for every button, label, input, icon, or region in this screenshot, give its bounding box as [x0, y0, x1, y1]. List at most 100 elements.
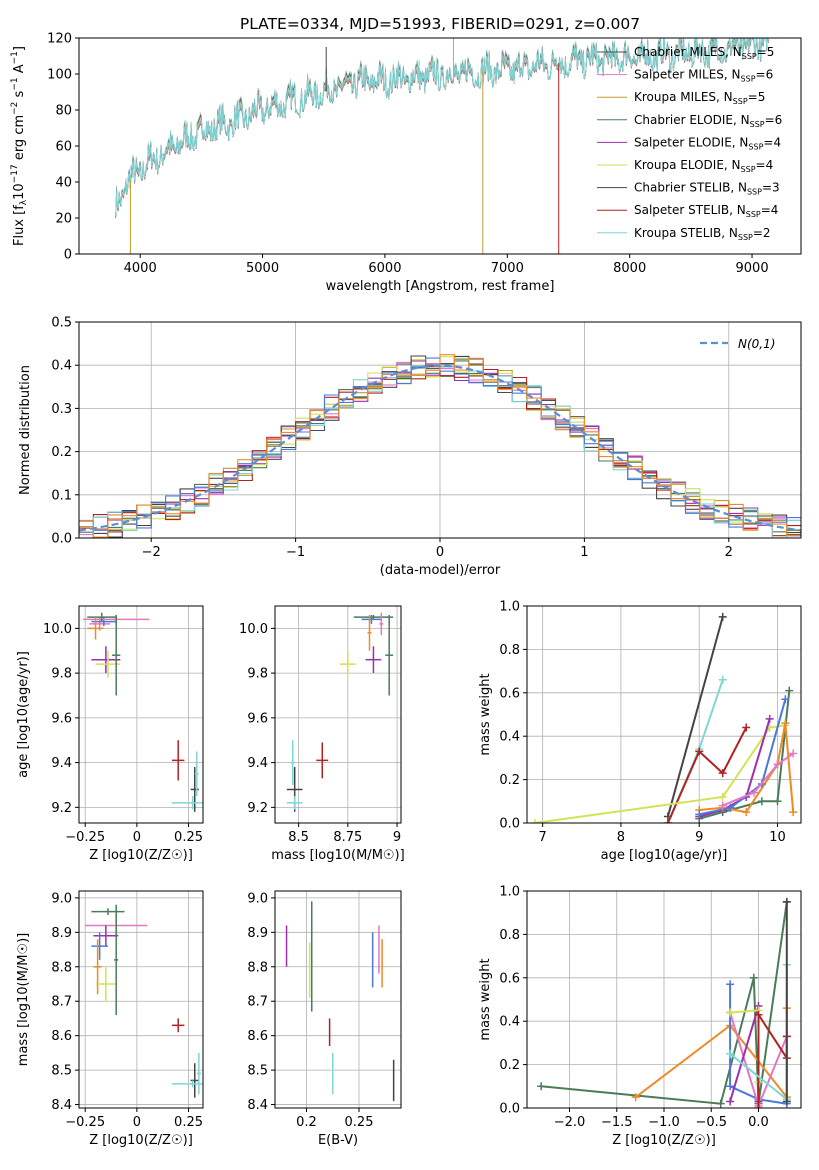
- mass-weight-point: [773, 797, 782, 806]
- legend-label: Salpeter MILES, NSSP=6: [634, 68, 773, 84]
- x-axis-label: E(B-V): [318, 1133, 358, 1148]
- mass-weight-point: [716, 1099, 725, 1108]
- y-tick-label: 0.2: [499, 773, 520, 788]
- spectrum-legend: Chabrier MILES, NSSP=5 Salpeter MILES, NS…: [597, 45, 782, 242]
- y-tick-label: 120: [47, 32, 72, 47]
- mass-weight-line: [698, 718, 771, 818]
- legend-label: Chabrier STELIB, NSSP=3: [634, 181, 780, 197]
- y-tick-label: 0.8: [499, 928, 520, 943]
- mass-weight-point: [726, 1097, 735, 1106]
- y-axis-label: mass weight: [478, 958, 493, 1040]
- plot-area: [285, 901, 395, 1102]
- y-tick-label: 0.6: [499, 686, 520, 701]
- x-tick-label: 8.5: [288, 830, 309, 845]
- plot-area: [115, 38, 769, 254]
- mass-weight-point: [726, 1008, 735, 1017]
- y-tick-label: 1.0: [499, 885, 520, 900]
- y-tick-label: 8.9: [51, 926, 72, 941]
- mass-weight-vs-age-axes: 7 8 9 10 0.0 0.2 0.4 0.6 0.8 1.0 age [log10(age/yr…: [478, 600, 802, 863]
- x-tick-label: 0: [436, 545, 444, 560]
- x-tick-label: 10: [769, 830, 786, 845]
- spectrum-model-line: [115, 38, 768, 216]
- mass-weight-point: [757, 797, 766, 806]
- axes-frame: [274, 890, 402, 1109]
- mass-weight-point: [718, 792, 727, 801]
- mass-weight-point: [750, 788, 759, 797]
- y-tick-label: 8.4: [51, 1098, 72, 1113]
- y-axis-label: mass weight: [478, 673, 493, 755]
- x-tick-label: 0.2: [296, 1115, 317, 1130]
- mass-weight-point: [742, 808, 751, 817]
- mass-weight-point: [765, 714, 774, 723]
- mass-weight-point: [718, 612, 727, 621]
- legend-label: N(0,1): [738, 337, 775, 351]
- y-tick-label: 0.0: [51, 532, 72, 547]
- x-tick-label: 2: [725, 545, 733, 560]
- x-tick-label: 5000: [246, 261, 279, 276]
- x-tick-label: 0.0: [748, 1115, 769, 1130]
- y-tick-label: 40: [55, 176, 72, 191]
- y-tick-label: 8.5: [51, 1064, 72, 1079]
- y-tick-label: 9.8: [247, 667, 268, 682]
- mass-weight-point: [782, 897, 791, 906]
- legend-label: Chabrier MILES, NSSP=5: [634, 45, 774, 61]
- y-tick-label: 8.9: [247, 926, 268, 941]
- x-tick-label: 8: [617, 830, 625, 845]
- mass-weight-line: [722, 752, 794, 807]
- y-tick-label: 60: [55, 140, 72, 155]
- y-tick-label: 9.2: [247, 801, 268, 816]
- x-tick-label: −0.25: [65, 1115, 105, 1130]
- mass-weight-point: [718, 769, 727, 778]
- mass-weight-point: [718, 675, 727, 684]
- y-tick-label: 0.0: [499, 1102, 520, 1117]
- x-tick-label: 9000: [736, 261, 769, 276]
- y-tick-label: 9.0: [247, 891, 268, 906]
- x-tick-label: −1: [286, 545, 305, 560]
- mass-weight-point: [631, 1093, 640, 1102]
- y-tick-label: 9.8: [51, 667, 72, 682]
- mass-weight-point: [789, 808, 798, 817]
- x-tick-label: 8.75: [333, 830, 362, 845]
- x-axis-label: age [log10(age/yr)]: [601, 848, 728, 863]
- y-tick-label: 0.5: [51, 316, 72, 331]
- mass-weight-point: [695, 747, 704, 756]
- mass-weight-point: [773, 760, 782, 769]
- plot-area: [85, 904, 203, 1098]
- legend-label: Salpeter STELIB, NSSP=4: [634, 203, 778, 219]
- x-tick-label: 7000: [491, 261, 524, 276]
- mass-weight-point: [718, 801, 727, 810]
- y-tick-label: 9.4: [51, 756, 72, 771]
- x-tick-label: 7: [539, 830, 547, 845]
- y-axis-label: mass [log10(M/M☉)]: [16, 933, 31, 1066]
- residual-histogram: [79, 354, 801, 538]
- mass-weight-point: [754, 1010, 763, 1019]
- y-tick-label: 0.2: [499, 1058, 520, 1073]
- age-vs-mass-axes: 8.5 8.75 9 9.2 9.4 9.6 9.8 10.0 mass [log10(M/M☉…: [239, 605, 405, 863]
- x-tick-label: 0: [133, 1115, 141, 1130]
- mass-weight-point: [695, 810, 704, 819]
- y-tick-label: 8.7: [51, 995, 72, 1010]
- residuals-axes: −2 −1 0 1 2 0.0 0.1 0.2 0.3 0.4 0.5 (data-model)/er…: [18, 316, 802, 578]
- y-tick-label: 10.0: [43, 622, 72, 637]
- mass-weight-point: [726, 980, 735, 989]
- x-tick-label: −0.25: [65, 830, 105, 845]
- y-tick-label: 0.4: [51, 359, 72, 374]
- x-tick-label: 0.25: [174, 830, 203, 845]
- plot-area: [286, 612, 394, 812]
- mass-weight-line: [666, 616, 724, 817]
- mass-weight-point: [726, 1049, 735, 1058]
- y-tick-label: 10.0: [239, 622, 268, 637]
- y-tick-label: 9.4: [247, 756, 268, 771]
- y-tick-label: 20: [55, 212, 72, 227]
- mass-weight-line: [666, 727, 748, 823]
- spectrum-data-line: [115, 38, 769, 217]
- x-tick-label: −1.5: [601, 1115, 633, 1130]
- mass-weight-point: [785, 686, 794, 695]
- y-tick-label: 80: [55, 104, 72, 119]
- mass-weight-point: [742, 723, 751, 732]
- x-axis-label: wavelength [Angstrom, rest frame]: [326, 279, 555, 294]
- plot-area: [537, 897, 791, 1108]
- x-tick-label: 9: [393, 830, 401, 845]
- x-axis-label: Z [log10(Z/Z☉)]: [89, 848, 193, 863]
